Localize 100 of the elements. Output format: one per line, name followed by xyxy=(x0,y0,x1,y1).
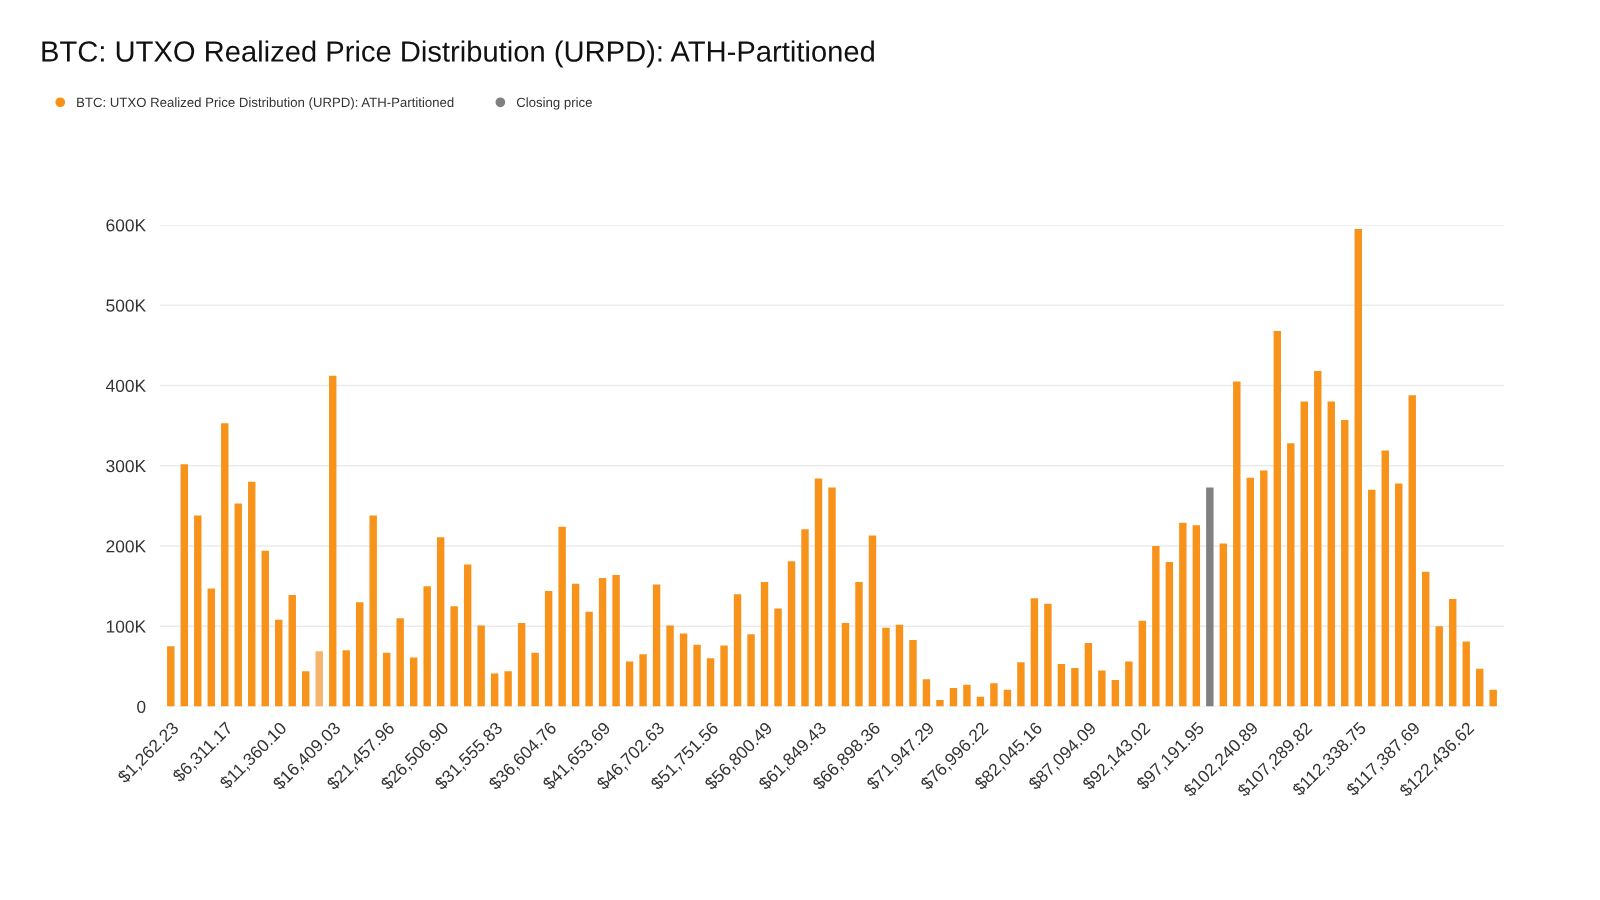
bar xyxy=(315,651,323,707)
bar xyxy=(1206,487,1214,707)
bar xyxy=(329,375,337,707)
bar xyxy=(882,627,890,707)
bar xyxy=(666,625,674,707)
bar xyxy=(423,586,431,707)
bar xyxy=(180,464,188,707)
bar xyxy=(1314,371,1322,707)
bar xyxy=(1192,525,1201,707)
bar xyxy=(1408,395,1416,707)
y-tick-label: 100K xyxy=(106,620,146,633)
bar xyxy=(1003,689,1012,707)
bar xyxy=(409,657,418,707)
y-tick-label: 400K xyxy=(105,379,146,392)
bar xyxy=(895,624,904,707)
bar xyxy=(1165,562,1174,707)
bar xyxy=(963,684,971,707)
bar xyxy=(774,608,782,707)
bar xyxy=(1017,662,1025,707)
bar xyxy=(1260,470,1268,707)
bar xyxy=(949,688,958,707)
bar xyxy=(490,673,499,707)
bar xyxy=(1489,689,1497,707)
bar xyxy=(248,481,256,707)
bar xyxy=(356,602,364,707)
bar xyxy=(1098,670,1106,707)
bar xyxy=(558,526,566,707)
bar xyxy=(1179,522,1187,707)
bar xyxy=(517,623,526,707)
bar xyxy=(1300,401,1308,707)
bar xyxy=(747,634,755,707)
bar xyxy=(1219,543,1228,707)
bar xyxy=(1341,420,1349,707)
bar xyxy=(234,503,242,707)
bar xyxy=(1057,663,1066,707)
bar xyxy=(1111,680,1120,707)
bar xyxy=(1381,450,1389,707)
bar xyxy=(922,679,931,707)
bar xyxy=(787,561,796,707)
chart-title: BTC: UTXO Realized Price Distribution (URPD): ATH-Partitioned xyxy=(42,40,874,68)
bar xyxy=(275,619,283,707)
bar xyxy=(828,487,836,707)
bar xyxy=(221,423,229,707)
bar xyxy=(909,639,917,707)
bar xyxy=(612,574,620,707)
bar xyxy=(1152,546,1160,707)
bar xyxy=(571,583,580,707)
bar xyxy=(720,645,728,707)
bar xyxy=(639,654,647,707)
bar xyxy=(302,671,310,707)
bar xyxy=(1071,667,1079,707)
y-tick-label: 500K xyxy=(106,299,146,312)
bar xyxy=(450,606,458,707)
bar xyxy=(1125,661,1133,707)
y-tick-label: 0 xyxy=(137,700,146,713)
legend-label: Closing price xyxy=(516,97,592,110)
bar xyxy=(544,590,553,707)
bar xyxy=(1395,483,1403,707)
bar xyxy=(463,564,472,707)
bar xyxy=(1422,571,1430,707)
bar xyxy=(1368,489,1376,707)
bar xyxy=(167,646,175,707)
bar xyxy=(814,478,823,707)
bar xyxy=(679,633,688,707)
bar xyxy=(477,625,485,707)
bar xyxy=(1273,330,1282,707)
bar xyxy=(652,584,661,707)
bar xyxy=(1030,598,1039,707)
bar xyxy=(1233,381,1241,707)
bar xyxy=(1138,620,1147,707)
bar xyxy=(760,582,769,707)
bar xyxy=(1354,229,1362,707)
bar xyxy=(585,611,593,707)
bar xyxy=(1462,641,1470,707)
bar xyxy=(261,550,269,707)
bar xyxy=(1084,643,1093,707)
bar xyxy=(1287,443,1295,707)
legend-label: BTC: UTXO Realized Price Distribution (URPD): ATH-Partitioned xyxy=(77,97,454,110)
bar xyxy=(531,652,539,707)
bar xyxy=(207,588,215,707)
bar xyxy=(194,515,202,707)
bar xyxy=(1476,668,1484,707)
y-tick-label: 300K xyxy=(106,459,146,473)
bar xyxy=(1435,626,1443,707)
bar xyxy=(841,623,850,707)
bar xyxy=(868,535,877,707)
bar xyxy=(706,658,715,707)
bar xyxy=(288,594,296,707)
bar xyxy=(801,529,809,707)
bar xyxy=(342,650,350,707)
bar xyxy=(693,644,701,707)
bar xyxy=(1327,401,1335,707)
bar xyxy=(598,578,607,707)
bar xyxy=(1449,598,1457,707)
y-tick-label: 600K xyxy=(106,219,146,232)
bar xyxy=(396,618,404,707)
bar xyxy=(733,594,742,707)
bar xyxy=(369,515,377,707)
y-tick-label: 200K xyxy=(106,540,146,553)
bar xyxy=(855,582,863,707)
